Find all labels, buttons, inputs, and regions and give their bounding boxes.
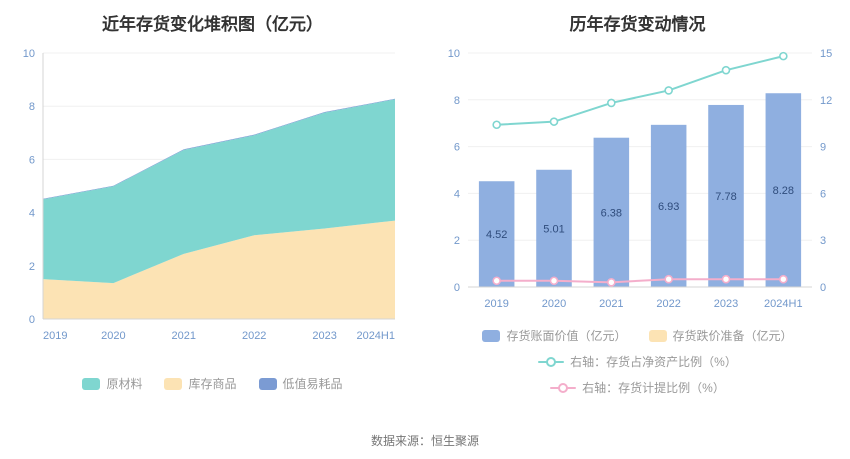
- right-chart-panel: 历年存货变动情况 0 2 4 6 8 10 0 3 6 9 12 15 4.52 5.01 6.38 6.93…: [425, 0, 850, 396]
- svg-text:2024H1: 2024H1: [764, 298, 803, 310]
- svg-text:0: 0: [453, 282, 459, 294]
- legend-item-raw-materials[interactable]: 原材料: [82, 375, 142, 392]
- legend-label: 右轴：存货占净资产比例（%）: [570, 355, 737, 369]
- svg-text:6: 6: [453, 142, 459, 154]
- svg-text:15: 15: [820, 48, 832, 60]
- svg-text:6: 6: [820, 188, 826, 200]
- svg-text:10: 10: [22, 48, 34, 60]
- bar-line-chart[interactable]: 0 2 4 6 8 10 0 3 6 9 12 15 4.52 5.01 6.38 6.93 7.78 8.28 2…: [432, 37, 844, 315]
- stacked-area-chart[interactable]: 0 2 4 6 8 10 2019 2020 2021 2022 2023 2024H1: [7, 37, 419, 349]
- right-chart-title: 历年存货变动情况: [569, 15, 706, 34]
- legend-dot: [546, 356, 557, 367]
- svg-text:2021: 2021: [171, 330, 195, 342]
- legend-dot: [558, 382, 569, 393]
- left-chart-title: 近年存货变化堆积图（亿元）: [102, 15, 323, 34]
- left-chart-legend: 原材料 库存商品 低值易耗品: [82, 375, 343, 392]
- svg-text:2023: 2023: [713, 298, 737, 310]
- legend-item-price-reserve[interactable]: 存货跌价准备（亿元）: [648, 327, 793, 344]
- svg-text:5.01: 5.01: [543, 223, 564, 235]
- legend-item-net-asset-ratio[interactable]: 右轴：存货占净资产比例（%）: [538, 353, 737, 370]
- legend-label: 原材料: [106, 377, 143, 391]
- legend-swatch: [258, 377, 277, 390]
- svg-text:7.78: 7.78: [715, 191, 736, 203]
- data-source-note: 数据来源：恒生聚源: [370, 434, 479, 448]
- svg-text:2: 2: [453, 235, 459, 247]
- legend-swatch: [82, 377, 101, 390]
- legend-label: 库存商品: [188, 377, 237, 391]
- legend-line-marker: [538, 356, 565, 367]
- svg-text:4: 4: [453, 188, 459, 200]
- legend-label: 存货跌价准备（亿元）: [672, 329, 793, 343]
- svg-text:0: 0: [28, 314, 34, 326]
- svg-text:2021: 2021: [599, 298, 623, 310]
- svg-text:2023: 2023: [312, 330, 336, 342]
- svg-text:4: 4: [28, 208, 34, 220]
- svg-text:2: 2: [28, 261, 34, 273]
- legend-item-provision-ratio[interactable]: 右轴：存货计提比例（%）: [550, 379, 725, 396]
- charts-row: 近年存货变化堆积图（亿元） 0 2 4 6 8 10 2019 2020 2021 2022 202…: [0, 0, 850, 396]
- svg-text:4.52: 4.52: [485, 229, 506, 241]
- right-chart-legend: 存货账面价值（亿元） 存货跌价准备（亿元） 右轴：存货占净资产比例（%）: [482, 327, 793, 396]
- svg-text:9: 9: [820, 142, 826, 154]
- legend-item-book-value[interactable]: 存货账面价值（亿元）: [482, 327, 627, 344]
- svg-text:6.93: 6.93: [657, 201, 678, 213]
- left-chart-panel: 近年存货变化堆积图（亿元） 0 2 4 6 8 10 2019 2020 2021 2022 202…: [0, 0, 425, 396]
- svg-text:8: 8: [453, 95, 459, 107]
- legend-item-stock-goods[interactable]: 库存商品: [164, 375, 237, 392]
- legend-label: 右轴：存货计提比例（%）: [582, 381, 725, 395]
- svg-text:12: 12: [820, 95, 832, 107]
- legend-line-marker: [550, 382, 577, 393]
- legend-label: 低值易耗品: [282, 377, 343, 391]
- svg-text:0: 0: [820, 282, 826, 294]
- legend-swatch: [648, 329, 667, 342]
- legend-label: 存货账面价值（亿元）: [506, 329, 627, 343]
- svg-text:8.28: 8.28: [772, 185, 793, 197]
- svg-text:2019: 2019: [43, 330, 67, 342]
- svg-text:8: 8: [28, 101, 34, 113]
- svg-text:2024H1: 2024H1: [356, 330, 395, 342]
- svg-text:6: 6: [28, 154, 34, 166]
- legend-swatch: [164, 377, 183, 390]
- svg-text:2020: 2020: [541, 298, 565, 310]
- svg-text:10: 10: [447, 48, 459, 60]
- svg-text:6.38: 6.38: [600, 207, 621, 219]
- svg-text:2022: 2022: [656, 298, 680, 310]
- svg-text:2020: 2020: [101, 330, 125, 342]
- legend-row: 右轴：存货计提比例（%）: [550, 379, 725, 396]
- svg-text:2022: 2022: [241, 330, 265, 342]
- legend-row: 存货账面价值（亿元） 存货跌价准备（亿元）: [482, 327, 793, 344]
- svg-text:3: 3: [820, 235, 826, 247]
- svg-text:2019: 2019: [484, 298, 508, 310]
- legend-item-low-value-consumables[interactable]: 低值易耗品: [258, 375, 343, 392]
- legend-swatch: [482, 329, 501, 342]
- legend-row: 右轴：存货占净资产比例（%）: [538, 353, 737, 370]
